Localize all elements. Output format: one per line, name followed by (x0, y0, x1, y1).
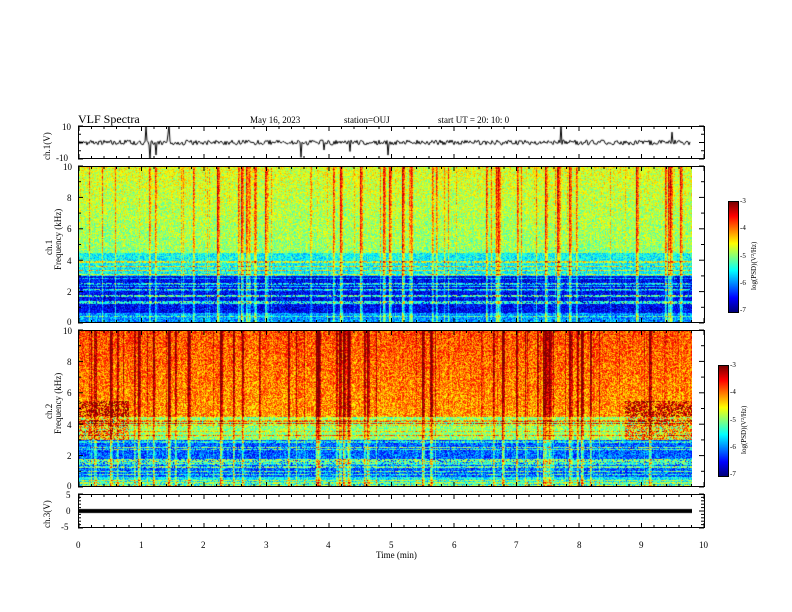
cbar1-tick-minus4: -4 (740, 224, 746, 232)
ch3-ytick-0: 0 (66, 506, 71, 516)
ch1-spec-ytick-0: 0 (67, 317, 72, 327)
xtick-6: 6 (452, 540, 457, 550)
ch1-spec-ytick-6: 6 (67, 224, 72, 234)
cbar1-tick-minus3: -3 (740, 197, 746, 205)
ch1-ytick-top: 10 (62, 122, 71, 132)
cbar2-tick-minus7: -7 (730, 470, 736, 478)
chart-title: VLF Spectra (78, 112, 140, 126)
date-label: May 16, 2023 (250, 115, 301, 125)
cbar1-tick-minus6: -6 (740, 279, 746, 287)
xtick-0: 0 (76, 540, 81, 550)
cbar2-tick-minus3: -3 (730, 361, 736, 369)
ch1-spec-ytick-2: 2 (67, 287, 72, 297)
ch2-spec-ytick-10: 10 (63, 326, 72, 336)
ch1-spec-ytick-4: 4 (67, 256, 72, 266)
xtick-3: 3 (264, 540, 269, 550)
ch1-colorbar (728, 201, 739, 313)
ch1-spectrogram-image (79, 167, 692, 322)
ch2-spec-ytick-8: 8 (67, 357, 72, 367)
x-axis-label: Time (min) (376, 550, 417, 560)
xtick-10: 10 (699, 540, 708, 550)
station-label: station=OUJ (344, 115, 390, 125)
ch2-spec-ytick-0: 0 (67, 481, 72, 491)
cbar2-tick-minus5: -5 (730, 416, 736, 424)
xtick-2: 2 (201, 540, 206, 550)
ch1-spec-ytick-8: 8 (67, 193, 72, 203)
xtick-7: 7 (514, 540, 519, 550)
cbar1-tick-minus7: -7 (740, 306, 746, 314)
ch2-colorbar (718, 365, 729, 477)
ch2-spec-ytick-4: 4 (67, 420, 72, 430)
xtick-5: 5 (389, 540, 394, 550)
ch1-spec-ytick-10: 10 (63, 162, 72, 172)
cbar2-tick-minus4: -4 (730, 388, 736, 396)
xtick-9: 9 (639, 540, 644, 550)
ch1-ytick-bottom: -10 (56, 153, 68, 163)
ch1-waveform-trace (79, 127, 691, 158)
ch2-spec-ytick-6: 6 (67, 388, 72, 398)
xtick-4: 4 (326, 540, 331, 550)
xtick-1: 1 (139, 540, 144, 550)
xtick-8: 8 (577, 540, 582, 550)
cbar1-tick-minus5: -5 (740, 252, 746, 260)
ch3-waveform-trace (79, 495, 692, 527)
ch2-spec-ytick-2: 2 (67, 451, 72, 461)
ch3-ytick-5: 5 (66, 490, 71, 500)
ch3-ytick-minus5: -5 (61, 522, 69, 532)
ch2-spectrogram-image (79, 331, 692, 486)
cbar2-tick-minus6: -6 (730, 443, 736, 451)
start-time-label: start UT = 20: 10: 0 (438, 115, 510, 125)
